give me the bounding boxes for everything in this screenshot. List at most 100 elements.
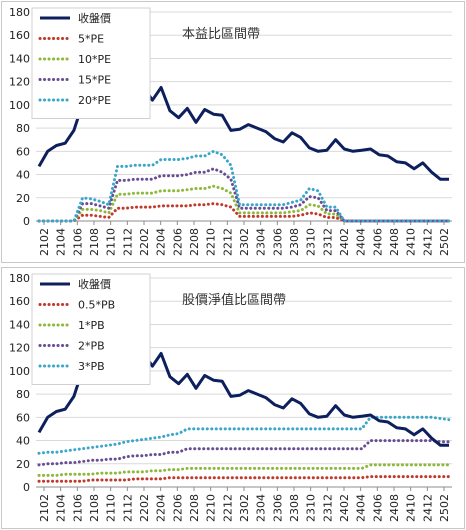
x-tick-label: 2412 [421,228,434,256]
y-tick-label: 120 [9,76,30,89]
x-tick-label: 2312 [321,228,334,256]
x-axis: 2102 2104 2106 2108 2110 2112 2202 2204 2206 2208… [36,486,452,522]
x-tick-label: 2112 [121,494,134,522]
chart-title: 股價淨值比區間帶 [182,292,286,308]
y-tick-label: 140 [9,318,30,331]
x-tick-label: 2206 [171,494,184,522]
pb-band-chart-panel: 0 20 40 60 80 100 120 140 160 180 2102 2104 2106 2108… [0,266,466,530]
x-tick-label: 2104 [55,228,68,256]
x-tick-label: 2108 [88,494,101,522]
legend-label: 5*PE [78,33,104,46]
legend: 收盤價 0.5*PB 1*PB 2*PB 3*PB [31,273,151,385]
x-tick-label: 2408 [388,228,401,256]
x-tick-label: 2402 [338,228,351,256]
series-line-pb-0.5x [37,475,451,483]
chart-title: 本益比區間帶 [182,27,260,42]
y-tick-label: 180 [9,272,30,285]
x-tick-label: 2410 [405,494,418,522]
x-tick-label: 2404 [355,494,368,522]
x-axis: 2102 2104 2106 2108 2110 2112 2202 2204 2206 2208… [36,220,452,256]
x-tick-label: 2406 [371,228,384,256]
y-tick-label: 120 [9,342,30,355]
legend-label: 3*PB [78,360,105,373]
x-tick-label: 2306 [271,494,284,522]
series-line-pb-2x [37,439,451,467]
legend-label: 0.5*PB [78,299,115,312]
y-axis: 0 20 40 60 80 100 120 140 160 180 [9,6,30,228]
x-tick-label: 2102 [38,494,51,522]
series-group [37,65,451,223]
legend: 收盤價 5*PE 10*PE 15*PE 20*PE [31,7,151,119]
y-tick-label: 60 [16,145,30,158]
x-tick-label: 2108 [88,228,101,256]
y-tick-label: 100 [9,365,30,378]
legend-label: 收盤價 [78,277,111,291]
x-tick-label: 2308 [288,228,301,256]
x-tick-label: 2206 [171,228,184,256]
pe-band-chart: 0 20 40 60 80 100 120 140 160 180 2102 2104 2106 2108… [9,6,452,256]
y-axis: 0 20 40 60 80 100 120 140 160 180 [9,272,30,494]
y-tick-label: 20 [16,458,30,471]
y-tick-label: 160 [9,29,30,42]
x-tick-label: 2208 [188,228,201,256]
x-tick-label: 2302 [238,228,251,256]
x-tick-label: 2304 [255,228,268,256]
series-line-pb-1x [37,463,451,477]
legend-label: 1*PB [78,319,105,332]
x-tick-label: 2408 [388,494,401,522]
chart-frame [1,267,465,529]
x-tick-label: 2502 [438,228,451,256]
x-tick-label: 2204 [155,228,168,256]
x-tick-label: 2110 [105,494,118,522]
x-tick-label: 2412 [421,494,434,522]
x-tick-label: 2204 [155,494,168,522]
legend-label: 15*PE [78,74,111,87]
x-tick-label: 2312 [321,494,334,522]
y-tick-label: 40 [16,169,30,182]
x-tick-label: 2310 [305,228,318,256]
legend-box [31,7,151,119]
x-tick-label: 2306 [271,228,284,256]
x-tick-label: 2212 [221,494,234,522]
y-tick-label: 140 [9,52,30,65]
x-tick-label: 2406 [371,494,384,522]
x-tick-label: 2106 [71,494,84,522]
y-tick-label: 160 [9,295,30,308]
pe-band-chart-panel: 0 20 40 60 80 100 120 140 160 180 2102 2104 2106 2108… [0,0,466,264]
x-tick-label: 2210 [205,494,218,522]
x-tick-label: 2106 [71,228,84,256]
x-tick-label: 2202 [138,228,151,256]
pb-band-chart: 0 20 40 60 80 100 120 140 160 180 2102 2104 2106 2108… [9,272,452,522]
x-tick-label: 2308 [288,494,301,522]
x-tick-label: 2410 [405,228,418,256]
x-tick-label: 2304 [255,494,268,522]
x-tick-label: 2502 [438,494,451,522]
x-tick-label: 2302 [238,494,251,522]
y-tick-label: 40 [16,435,30,448]
y-tick-label: 80 [16,122,30,135]
x-tick-label: 2212 [221,228,234,256]
legend-label: 2*PB [78,340,105,353]
y-tick-label: 180 [9,6,30,19]
x-tick-label: 2208 [188,494,201,522]
x-tick-label: 2104 [55,494,68,522]
y-tick-label: 60 [16,411,30,424]
x-tick-label: 2102 [38,228,51,256]
legend-label: 收盤價 [78,11,111,25]
chart-frame [1,1,465,263]
x-tick-label: 2112 [121,228,134,256]
series-line-pe-20x [37,149,451,223]
x-tick-label: 2110 [105,228,118,256]
x-tick-label: 2402 [338,494,351,522]
x-tick-label: 2202 [138,494,151,522]
x-tick-label: 2210 [205,228,218,256]
x-tick-label: 2404 [355,228,368,256]
y-tick-label: 20 [16,192,30,205]
x-tick-label: 2310 [305,494,318,522]
legend-label: 20*PE [78,94,111,107]
y-tick-label: 0 [23,215,30,228]
legend-box [31,273,151,385]
series-line-pb-3x [37,415,451,455]
y-tick-label: 0 [23,481,30,494]
legend-label: 10*PE [78,53,111,66]
